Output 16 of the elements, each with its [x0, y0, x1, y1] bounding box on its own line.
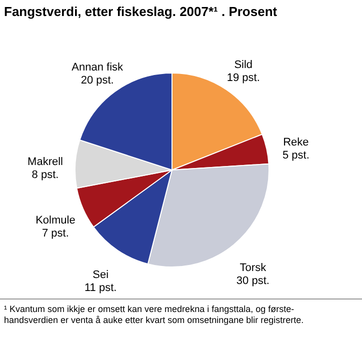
slice-label: Kolmule [36, 214, 76, 226]
slice-label: Sei [92, 269, 109, 282]
slice-label: Annan fisk [72, 61, 124, 74]
slice-label: Torsk [240, 262, 267, 274]
slice-label: Makrell [28, 156, 63, 168]
data-label: 5 pst. [282, 149, 310, 162]
slice-label: Reke [283, 136, 309, 148]
data-label: 7 pst. [42, 227, 69, 240]
data-label: 30 pst. [236, 274, 270, 287]
slice-label: Sild [234, 58, 253, 71]
data-label: 19 pst. [226, 72, 260, 84]
data-label: 20 pst. [80, 74, 114, 86]
data-label: 11 pst. [84, 282, 117, 294]
text: ¹ Kvantum som ikkje er omsett kan vere medrekna i fangsttala, og første- handsverdien er venta å auke etter kvart som omsetningane blir registrerte. [4, 304, 304, 325]
chart-title: Fangstverdi, etter fiskeslag. 2007*¹ . Prosent [4, 4, 278, 19]
data-label: 8 pst. [32, 169, 59, 182]
